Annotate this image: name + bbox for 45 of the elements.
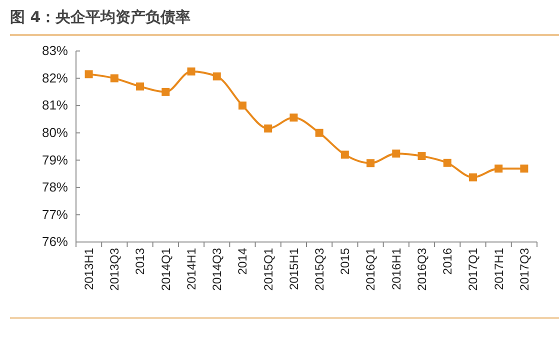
point (187, 67, 196, 76)
y-tick-label: 83% (42, 43, 68, 58)
x-tick-label: 2013 (133, 248, 148, 275)
point (110, 74, 118, 82)
x-tick-label: 2015Q1 (261, 248, 276, 291)
x-tick-label: 2014Q3 (210, 248, 224, 291)
point (366, 159, 375, 168)
x-tick-label: 2015H1 (286, 248, 301, 290)
point (162, 88, 170, 96)
point (212, 72, 221, 80)
point (315, 128, 324, 137)
point (443, 158, 452, 167)
y-tick-label: 78% (42, 180, 68, 195)
x-tick-label: 2016Q3 (414, 248, 429, 291)
y-tick-label: 82% (42, 70, 68, 86)
x-tick-label: 2014H1 (184, 248, 198, 290)
x-tick-label: 2016H1 (389, 248, 404, 290)
x-tick-label: 2017Q1 (466, 248, 480, 291)
point (494, 164, 503, 173)
x-tick-label: 2017H1 (492, 248, 506, 290)
x-tick-label: 2016Q1 (364, 248, 378, 291)
point (392, 150, 400, 158)
x-tick-label: 2017Q3 (517, 248, 532, 291)
y-tick-label: 76% (42, 234, 68, 250)
point (290, 114, 298, 122)
point (468, 173, 477, 182)
x-tick-label: 2015Q3 (312, 248, 327, 291)
x-tick-label: 2014Q1 (158, 248, 173, 291)
y-tick-label: 81% (42, 98, 68, 113)
point (238, 102, 246, 110)
point (340, 150, 349, 159)
y-tick-label: 79% (42, 152, 68, 168)
x-tick-label: 2013Q3 (108, 248, 122, 291)
chart-title: 图 4：央企平均资产负债率 (10, 8, 191, 26)
point (520, 164, 528, 173)
x-tick-label: 2016 (440, 248, 455, 275)
point (84, 70, 93, 78)
y-tick-label: 77% (42, 206, 68, 222)
point (136, 82, 144, 90)
x-tick-label: 2015 (338, 248, 352, 275)
point (418, 152, 426, 160)
y-tick-label: 80% (42, 125, 68, 140)
x-tick-label: 2013H1 (82, 248, 96, 290)
x-tick-label: 2014 (236, 248, 250, 275)
point (264, 124, 272, 132)
